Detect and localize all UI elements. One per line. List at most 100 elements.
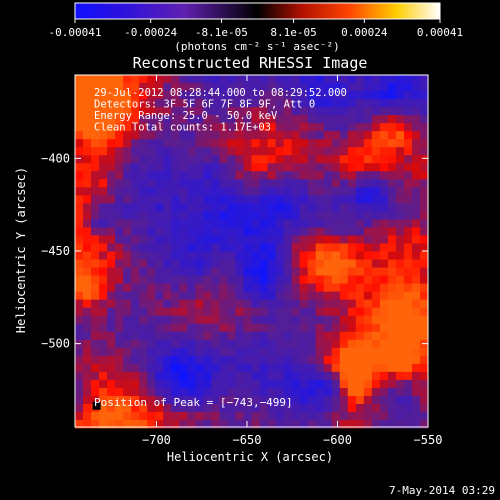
- heatmap-cell: [403, 131, 413, 140]
- heatmap-cell: [275, 211, 284, 220]
- heatmap-cell: [123, 171, 132, 180]
- heatmap-cell: [139, 387, 148, 397]
- heatmap-cell: [83, 387, 92, 397]
- heatmap-cell: [155, 299, 164, 309]
- heatmap-cell: [171, 219, 180, 228]
- heatmap-cell: [379, 155, 389, 164]
- heatmap-cell: [235, 251, 244, 260]
- heatmap-cell: [139, 123, 148, 132]
- heatmap-cell: [275, 99, 284, 108]
- heatmap-cell: [363, 323, 373, 333]
- heatmap-cell: [235, 291, 244, 301]
- heatmap-cell: [291, 115, 301, 124]
- heatmap-cell: [91, 339, 100, 349]
- heatmap-cell: [123, 315, 132, 325]
- heatmap-cell: [211, 107, 220, 116]
- heatmap-cell: [203, 315, 212, 325]
- heatmap-cell: [243, 371, 252, 381]
- heatmap-cell: [91, 371, 100, 381]
- heatmap-cell: [259, 355, 268, 365]
- heatmap-cell: [83, 195, 92, 204]
- heatmap-cell: [355, 91, 365, 100]
- heatmap-cell: [211, 339, 220, 349]
- heatmap-cell: [355, 299, 365, 309]
- heatmap-cell: [275, 171, 284, 180]
- heatmap-cell: [251, 83, 260, 92]
- heatmap-cell: [395, 403, 405, 413]
- heatmap-cell: [307, 403, 317, 413]
- heatmap-cell: [91, 219, 100, 228]
- heatmap-cell: [387, 347, 397, 357]
- heatmap-cell: [115, 363, 124, 373]
- heatmap-cell: [259, 227, 268, 236]
- heatmap-cell: [187, 323, 196, 333]
- heatmap-cell: [107, 267, 116, 276]
- heatmap-cell: [203, 131, 212, 140]
- heatmap-cell: [355, 147, 365, 156]
- heatmap-cell: [123, 83, 132, 92]
- heatmap-cell: [347, 147, 357, 156]
- heatmap-cell: [323, 91, 333, 100]
- heatmap-cell: [347, 227, 357, 236]
- heatmap-cell: [219, 411, 228, 421]
- heatmap-cell: [315, 235, 325, 244]
- heatmap-cell: [251, 75, 260, 84]
- heatmap-cell: [307, 235, 317, 244]
- heatmap-cell: [379, 187, 389, 196]
- heatmap-cell: [203, 163, 212, 172]
- heatmap-cell: [299, 195, 309, 204]
- heatmap-cell: [347, 179, 357, 188]
- heatmap-cell: [115, 331, 124, 341]
- heatmap-cell: [131, 171, 140, 180]
- heatmap-cell: [323, 131, 333, 140]
- heatmap-cell: [187, 203, 196, 212]
- heatmap-cell: [147, 211, 156, 220]
- heatmap-cell: [219, 227, 228, 236]
- heatmap-cell: [275, 275, 284, 284]
- heatmap-cell: [339, 123, 349, 132]
- heatmap-cell: [171, 387, 180, 397]
- heatmap-cell: [91, 155, 100, 164]
- heatmap-cell: [99, 139, 108, 148]
- heatmap-cell: [387, 131, 397, 140]
- heatmap-cell: [235, 219, 244, 228]
- heatmap-cell: [395, 299, 405, 309]
- heatmap-cell: [355, 291, 365, 301]
- heatmap-cell: [107, 323, 116, 333]
- heatmap-cell: [419, 379, 429, 389]
- heatmap-cell: [211, 299, 220, 309]
- heatmap-cell: [115, 211, 124, 220]
- heatmap-cell: [371, 315, 381, 325]
- heatmap-cell: [371, 291, 381, 301]
- heatmap-cell: [363, 227, 373, 236]
- heatmap-cell: [331, 227, 341, 236]
- heatmap-cell: [163, 115, 172, 124]
- heatmap-cell: [187, 179, 196, 188]
- heatmap-cell: [131, 163, 140, 172]
- heatmap-cell: [107, 291, 116, 301]
- heatmap-cell: [339, 235, 349, 244]
- heatmap-cell: [363, 211, 373, 220]
- heatmap-cell: [211, 323, 220, 333]
- heatmap-cell: [123, 387, 132, 397]
- heatmap-cell: [187, 123, 196, 132]
- heatmap-cell: [179, 331, 188, 341]
- heatmap-cell: [419, 315, 429, 325]
- heatmap-cell: [99, 299, 108, 309]
- heatmap-cell: [171, 275, 180, 284]
- heatmap-cell: [307, 203, 317, 212]
- heatmap-cell: [195, 323, 204, 333]
- heatmap-cell: [83, 211, 92, 220]
- heatmap-cell: [315, 203, 325, 212]
- heatmap-cell: [219, 139, 228, 148]
- heatmap-cell: [187, 227, 196, 236]
- heatmap-cell: [139, 219, 148, 228]
- heatmap-cell: [99, 83, 108, 92]
- heatmap-cell: [291, 179, 301, 188]
- heatmap-cell: [75, 139, 84, 148]
- heatmap-cell: [171, 419, 180, 429]
- heatmap-cell: [283, 379, 293, 389]
- heatmap-cell: [347, 91, 357, 100]
- heatmap-cell: [163, 403, 172, 413]
- annotations: 29-Jul-2012 08:28:44.000 to 08:29:52.000…: [94, 87, 347, 134]
